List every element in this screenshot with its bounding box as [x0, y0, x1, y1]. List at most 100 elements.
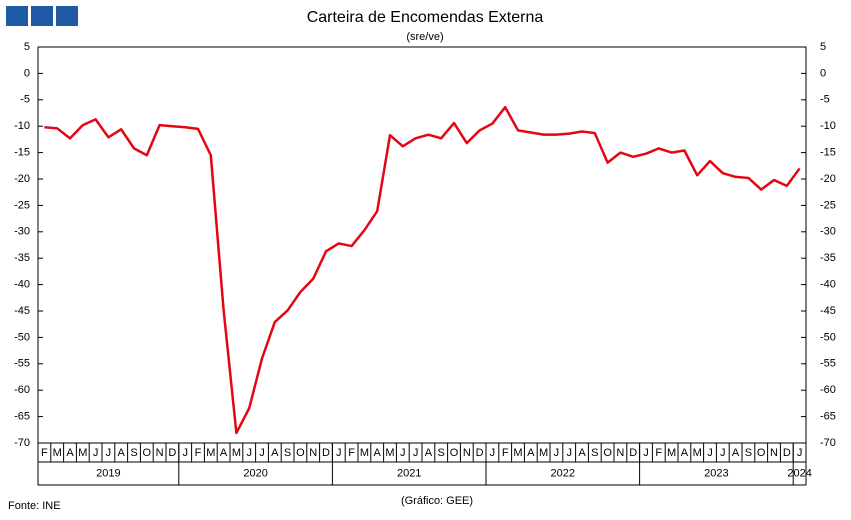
y-tick-label: -50 [14, 331, 30, 343]
y-tick-label: -5 [20, 94, 30, 106]
y2-tick-label: 5 [820, 41, 826, 53]
y-tick-label: 0 [24, 67, 30, 79]
y-tick-label: -30 [14, 226, 30, 238]
x-tick-label: O [757, 447, 766, 459]
x-tick-label: D [476, 447, 484, 459]
x-tick-label: F [195, 447, 202, 459]
x-tick-label: S [438, 447, 445, 459]
x-tick-label: F [348, 447, 355, 459]
y-tick-label: -70 [14, 437, 30, 449]
y2-tick-label: -50 [820, 331, 836, 343]
y-tick-label: -40 [14, 279, 30, 291]
x-tick-label: A [118, 447, 126, 459]
x-tick-label: J [336, 447, 342, 459]
y2-tick-label: -65 [820, 411, 836, 423]
x-tick-label: J [797, 447, 803, 459]
x-tick-label: O [603, 447, 612, 459]
y-tick-label: -55 [14, 358, 30, 370]
x-tick-label: M [232, 447, 241, 459]
x-tick-label: A [374, 447, 382, 459]
logo [6, 6, 78, 26]
y2-tick-label: -20 [820, 173, 836, 185]
x-tick-label: M [539, 447, 548, 459]
x-tick-label: A [425, 447, 433, 459]
x-tick-label: J [182, 447, 188, 459]
x-tick-label: M [385, 447, 394, 459]
x-tick-label: N [616, 447, 624, 459]
x-tick-label: N [156, 447, 164, 459]
y2-tick-label: -25 [820, 199, 836, 211]
x-tick-label: M [667, 447, 676, 459]
source: Fonte: INE [8, 500, 61, 512]
x-tick-label: F [655, 447, 662, 459]
chart-subtitle: (sre/ve) [406, 31, 443, 43]
x-tick-label: J [259, 447, 265, 459]
chart-title: Carteira de Encomendas Externa [307, 9, 544, 26]
y2-tick-label: -35 [820, 252, 836, 264]
x-tick-label: J [246, 447, 252, 459]
y2-tick-label: -30 [820, 226, 836, 238]
x-tick-label: O [450, 447, 459, 459]
x-tick-label: A [271, 447, 279, 459]
x-tick-label: D [322, 447, 330, 459]
data-line [44, 105, 801, 435]
x-tick-label: J [93, 447, 99, 459]
y2-tick-label: -40 [820, 279, 836, 291]
year-label: 2022 [551, 467, 575, 479]
y-tick-label: -45 [14, 305, 30, 317]
year-label: 2020 [243, 467, 267, 479]
year-label: 2023 [704, 467, 728, 479]
x-tick-label: A [681, 447, 689, 459]
x-tick-label: O [296, 447, 305, 459]
x-tick-label: J [106, 447, 112, 459]
x-tick-label: A [220, 447, 228, 459]
x-tick-label: F [41, 447, 48, 459]
y-tick-label: -35 [14, 252, 30, 264]
y2-tick-label: -70 [820, 437, 836, 449]
x-tick-label: J [707, 447, 713, 459]
y-tick-label: -10 [14, 120, 30, 132]
year-label: 2024 [787, 467, 811, 479]
y-tick-label: -25 [14, 199, 30, 211]
x-tick-label: A [578, 447, 586, 459]
y-tick-label: -20 [14, 173, 30, 185]
y-tick-label: -15 [14, 147, 30, 159]
y2-tick-label: -10 [820, 120, 836, 132]
plot-frame [37, 46, 807, 486]
x-tick-label: J [566, 447, 572, 459]
x-tick-label: J [554, 447, 560, 459]
x-tick-label: D [783, 447, 791, 459]
x-tick-label: N [463, 447, 471, 459]
credit: (Gráfico: GEE) [401, 495, 473, 507]
x-tick-label: N [309, 447, 317, 459]
x-tick-label: S [284, 447, 291, 459]
x-tick-label: D [629, 447, 637, 459]
x-tick-label: J [720, 447, 726, 459]
x-tick-label: S [130, 447, 137, 459]
x-tick-label: J [413, 447, 419, 459]
x-tick-label: J [400, 447, 406, 459]
x-tick-label: M [78, 447, 87, 459]
y2-tick-label: -45 [820, 305, 836, 317]
x-tick-label: M [360, 447, 369, 459]
y2-tick-label: -60 [820, 384, 836, 396]
x-tick-label: M [513, 447, 522, 459]
x-tick-label: S [591, 447, 598, 459]
x-tick-label: N [770, 447, 778, 459]
y2-tick-label: 0 [820, 67, 826, 79]
y2-tick-label: -55 [820, 358, 836, 370]
x-tick-label: A [66, 447, 74, 459]
y2-tick-label: -5 [820, 94, 830, 106]
x-tick-label: A [732, 447, 740, 459]
year-label: 2019 [96, 467, 120, 479]
x-tick-label: O [143, 447, 152, 459]
x-tick-label: J [643, 447, 649, 459]
y-tick-label: -60 [14, 384, 30, 396]
x-tick-label: A [527, 447, 535, 459]
x-tick-label: M [53, 447, 62, 459]
y-tick-label: -65 [14, 411, 30, 423]
y2-tick-label: -15 [820, 147, 836, 159]
y-tick-label: 5 [24, 41, 30, 53]
x-tick-label: D [168, 447, 176, 459]
